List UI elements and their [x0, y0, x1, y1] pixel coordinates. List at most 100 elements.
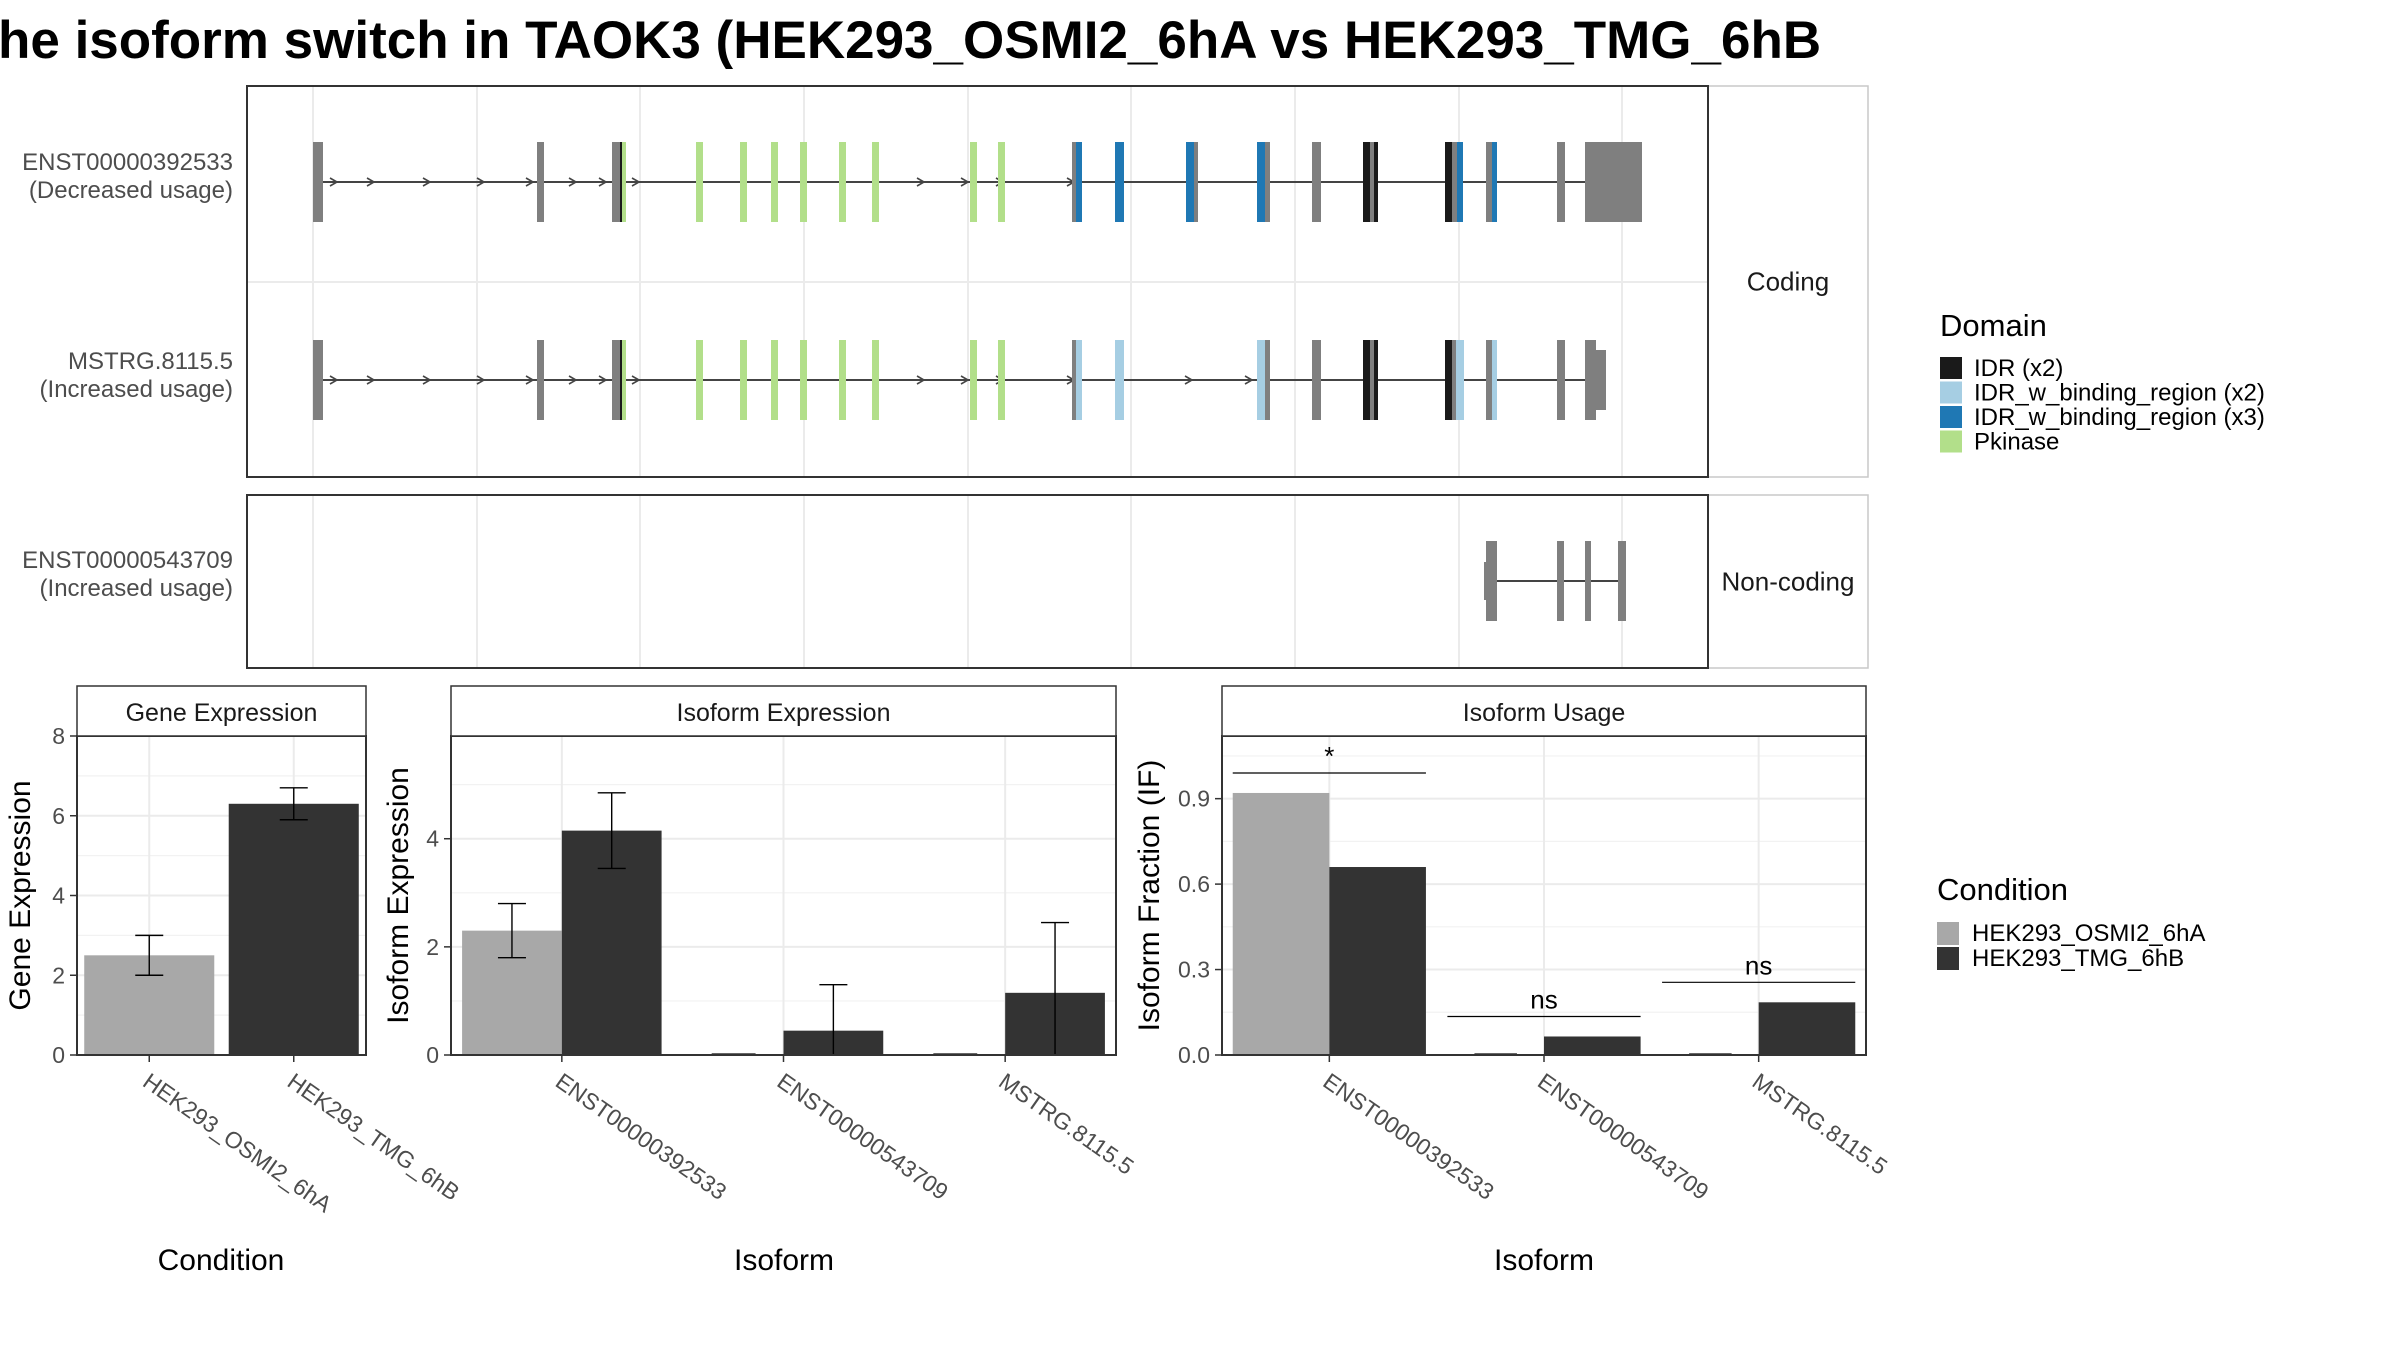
exon-block: [1312, 340, 1321, 420]
strand-arrow: [476, 375, 486, 385]
y-tick-label: 2: [52, 962, 65, 988]
exon-block: [1363, 142, 1370, 222]
strand-arrow: [631, 375, 641, 385]
x-tick-label: ENST00000543709: [773, 1068, 953, 1205]
transcript-model: [313, 340, 1606, 420]
transcript-id-label: ENST00000392533: [22, 149, 233, 176]
strand-arrow: [476, 177, 486, 187]
y-tick-label: 0.0: [1178, 1042, 1210, 1068]
legend-key: [1937, 922, 1959, 945]
transcript-usage-label: (Increased usage): [40, 575, 233, 602]
legend-key: [1940, 406, 1962, 428]
transcript-usage-label: (Increased usage): [40, 376, 233, 403]
x-axis-title: Isoform: [1494, 1244, 1594, 1277]
strand-arrow: [525, 375, 535, 385]
strand-arrow: [422, 177, 432, 187]
exon-block: [612, 142, 620, 222]
facet-strip-label: Non-coding: [1722, 567, 1855, 597]
exon-block: [1585, 541, 1591, 621]
x-axis-title: Isoform: [734, 1244, 834, 1277]
legend-label: HEK293_TMG_6hB: [1972, 945, 2184, 972]
strand-arrow: [366, 375, 376, 385]
exon-block: [313, 142, 323, 222]
facet-border: [246, 494, 1709, 669]
exon-block: [1452, 142, 1457, 222]
exon-block: [1557, 541, 1564, 621]
strand-arrow: [329, 177, 339, 187]
exon-block: [1445, 142, 1452, 222]
exon-block: [1370, 340, 1374, 420]
facet-strip: [450, 685, 1117, 737]
exon-block: [1484, 562, 1488, 600]
exon-block: [872, 142, 879, 222]
y-tick-label: 2: [426, 934, 439, 960]
exon-block: [872, 340, 879, 420]
strand-arrow: [916, 375, 926, 385]
exon-block: [839, 340, 846, 420]
isoform-structure-panel: Coding Non-coding ENST00000392533(Decrease…: [22, 85, 1869, 669]
exon-block: [1115, 340, 1124, 420]
exon-block: [696, 340, 703, 420]
exon-block: [771, 340, 778, 420]
exon-block: [1257, 340, 1265, 420]
y-tick-label: 4: [52, 883, 65, 909]
bar: [1329, 867, 1426, 1055]
strand-arrow: [1244, 375, 1254, 385]
exon-block: [1596, 350, 1606, 410]
isoform-facet-background: [247, 495, 1708, 668]
strand-arrow: [631, 177, 641, 187]
exon-block: [1257, 142, 1265, 222]
exon-block: [1445, 340, 1452, 420]
bar: [1544, 1036, 1641, 1055]
exon-block: [970, 340, 977, 420]
facet-strip-label: Coding: [1747, 267, 1829, 297]
strand-arrow: [525, 177, 535, 187]
exon-block: [1072, 142, 1078, 222]
exon-block: [1492, 340, 1497, 420]
strand-arrow: [568, 177, 578, 187]
exon-block: [696, 142, 703, 222]
strand-arrow: [1184, 375, 1194, 385]
facet-strip: [1707, 494, 1869, 669]
strand-arrow: [329, 375, 339, 385]
exon-block: [800, 340, 807, 420]
transcript-id-label: MSTRG.8115.5: [68, 348, 233, 375]
exon-block: [313, 340, 323, 420]
legend-key: [1940, 381, 1962, 404]
exon-block: [1374, 340, 1378, 420]
legend-label: IDR_w_binding_region (x2): [1974, 380, 2265, 407]
x-tick-label: MSTRG.8115.5: [1748, 1068, 1892, 1180]
exon-block: [970, 142, 977, 222]
bar: [228, 803, 359, 1055]
strand-arrow: [598, 375, 608, 385]
x-tick-label: ENST00000543709: [1533, 1068, 1713, 1205]
exon-block: [1374, 142, 1378, 222]
legend-label: HEK293_OSMI2_6hA: [1972, 920, 2205, 947]
legend-key: [1937, 947, 1959, 970]
exon-block: [1115, 142, 1124, 222]
exon-block: [1585, 340, 1596, 420]
y-tick-label: 0.6: [1178, 871, 1210, 897]
facet-strip: [76, 685, 367, 737]
exon-block: [800, 142, 807, 222]
transcript-id-label: ENST00000543709: [22, 547, 233, 574]
y-tick-label: 6: [52, 803, 65, 829]
y-tick-label: 0: [426, 1042, 439, 1068]
exon-block: [1076, 340, 1082, 420]
exon-block: [1618, 541, 1626, 621]
exon-block: [998, 142, 1005, 222]
strand-arrow: [598, 177, 608, 187]
exon-block: [1265, 340, 1270, 420]
exon-block: [1265, 142, 1270, 222]
legend-title: Condition: [1937, 872, 2068, 907]
exon-block: [622, 142, 626, 222]
facet-strip-label: Isoform Usage: [1463, 699, 1626, 727]
x-tick-label: ENST00000392533: [1318, 1068, 1498, 1205]
y-tick-label: 4: [426, 826, 439, 852]
y-tick-label: 0.9: [1178, 786, 1210, 812]
exon-block: [740, 142, 747, 222]
exon-block: [1363, 340, 1370, 420]
bar: [1758, 1002, 1856, 1055]
